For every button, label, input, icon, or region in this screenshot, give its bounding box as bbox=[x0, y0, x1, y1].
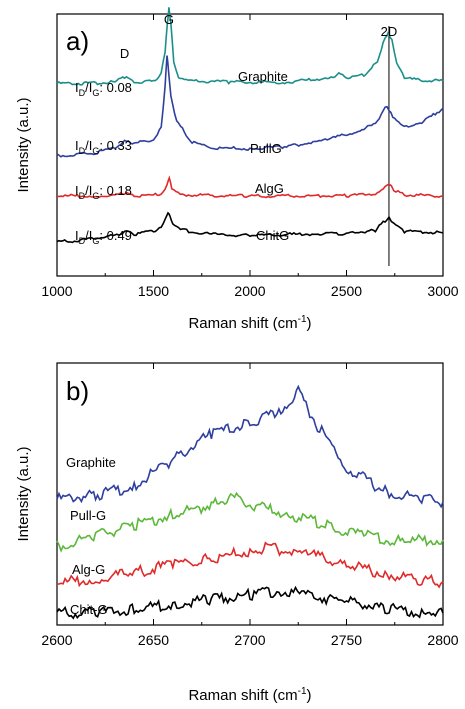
peak-label-g: G bbox=[164, 12, 174, 27]
series-label: ChitG bbox=[256, 228, 289, 243]
panel-b-frame bbox=[57, 363, 443, 625]
x-tick-label: 1000 bbox=[41, 283, 72, 299]
x-tick-label: 3000 bbox=[427, 283, 458, 299]
x-tick-label: 2750 bbox=[331, 632, 362, 648]
series-line-graphite bbox=[57, 387, 443, 507]
x-tick-label: 2000 bbox=[234, 283, 265, 299]
peak-label-2d: 2D bbox=[381, 24, 398, 39]
x-tick-label: 2800 bbox=[427, 632, 458, 648]
panel-a-xlabel: Raman shift (cm-1) bbox=[188, 314, 311, 332]
ratio-label: ID/IG: 0.18 bbox=[75, 183, 132, 201]
series-label: PullG bbox=[250, 141, 282, 156]
panel-a-ylabel: Intensity (a.u.) bbox=[15, 97, 32, 192]
series-label: Pull-G bbox=[70, 508, 106, 523]
peak-label-d: D bbox=[120, 46, 129, 61]
series-label: Graphite bbox=[66, 455, 116, 470]
panel-b-label: b) bbox=[66, 376, 89, 406]
series-label: Chit-G bbox=[70, 602, 108, 617]
ratio-label: ID/IG: 0.49 bbox=[75, 228, 132, 246]
series-line-pull-g bbox=[57, 493, 443, 550]
x-tick-label: 2700 bbox=[234, 632, 265, 648]
series-line-chit-g bbox=[57, 587, 443, 618]
series-label: AlgG bbox=[255, 181, 284, 196]
panel-b-xlabel: Raman shift (cm-1) bbox=[188, 686, 311, 704]
x-tick-label: 2500 bbox=[331, 283, 362, 299]
series-label: Graphite bbox=[238, 69, 288, 84]
x-tick-label: 2600 bbox=[41, 632, 72, 648]
panel-b: 2600 2650 2700 2750 2800 Graphite Pull-G Alg-G C… bbox=[41, 363, 458, 648]
series-line-alg-g bbox=[57, 543, 443, 587]
x-tick-label: 2650 bbox=[138, 632, 169, 648]
panel-a-label: a) bbox=[66, 26, 89, 56]
x-tick-label: 1500 bbox=[138, 283, 169, 299]
ratio-label: ID/IG: 0.33 bbox=[75, 138, 132, 156]
series-label: Alg-G bbox=[72, 562, 105, 577]
panel-b-ylabel: Intensity (a.u.) bbox=[15, 446, 32, 541]
